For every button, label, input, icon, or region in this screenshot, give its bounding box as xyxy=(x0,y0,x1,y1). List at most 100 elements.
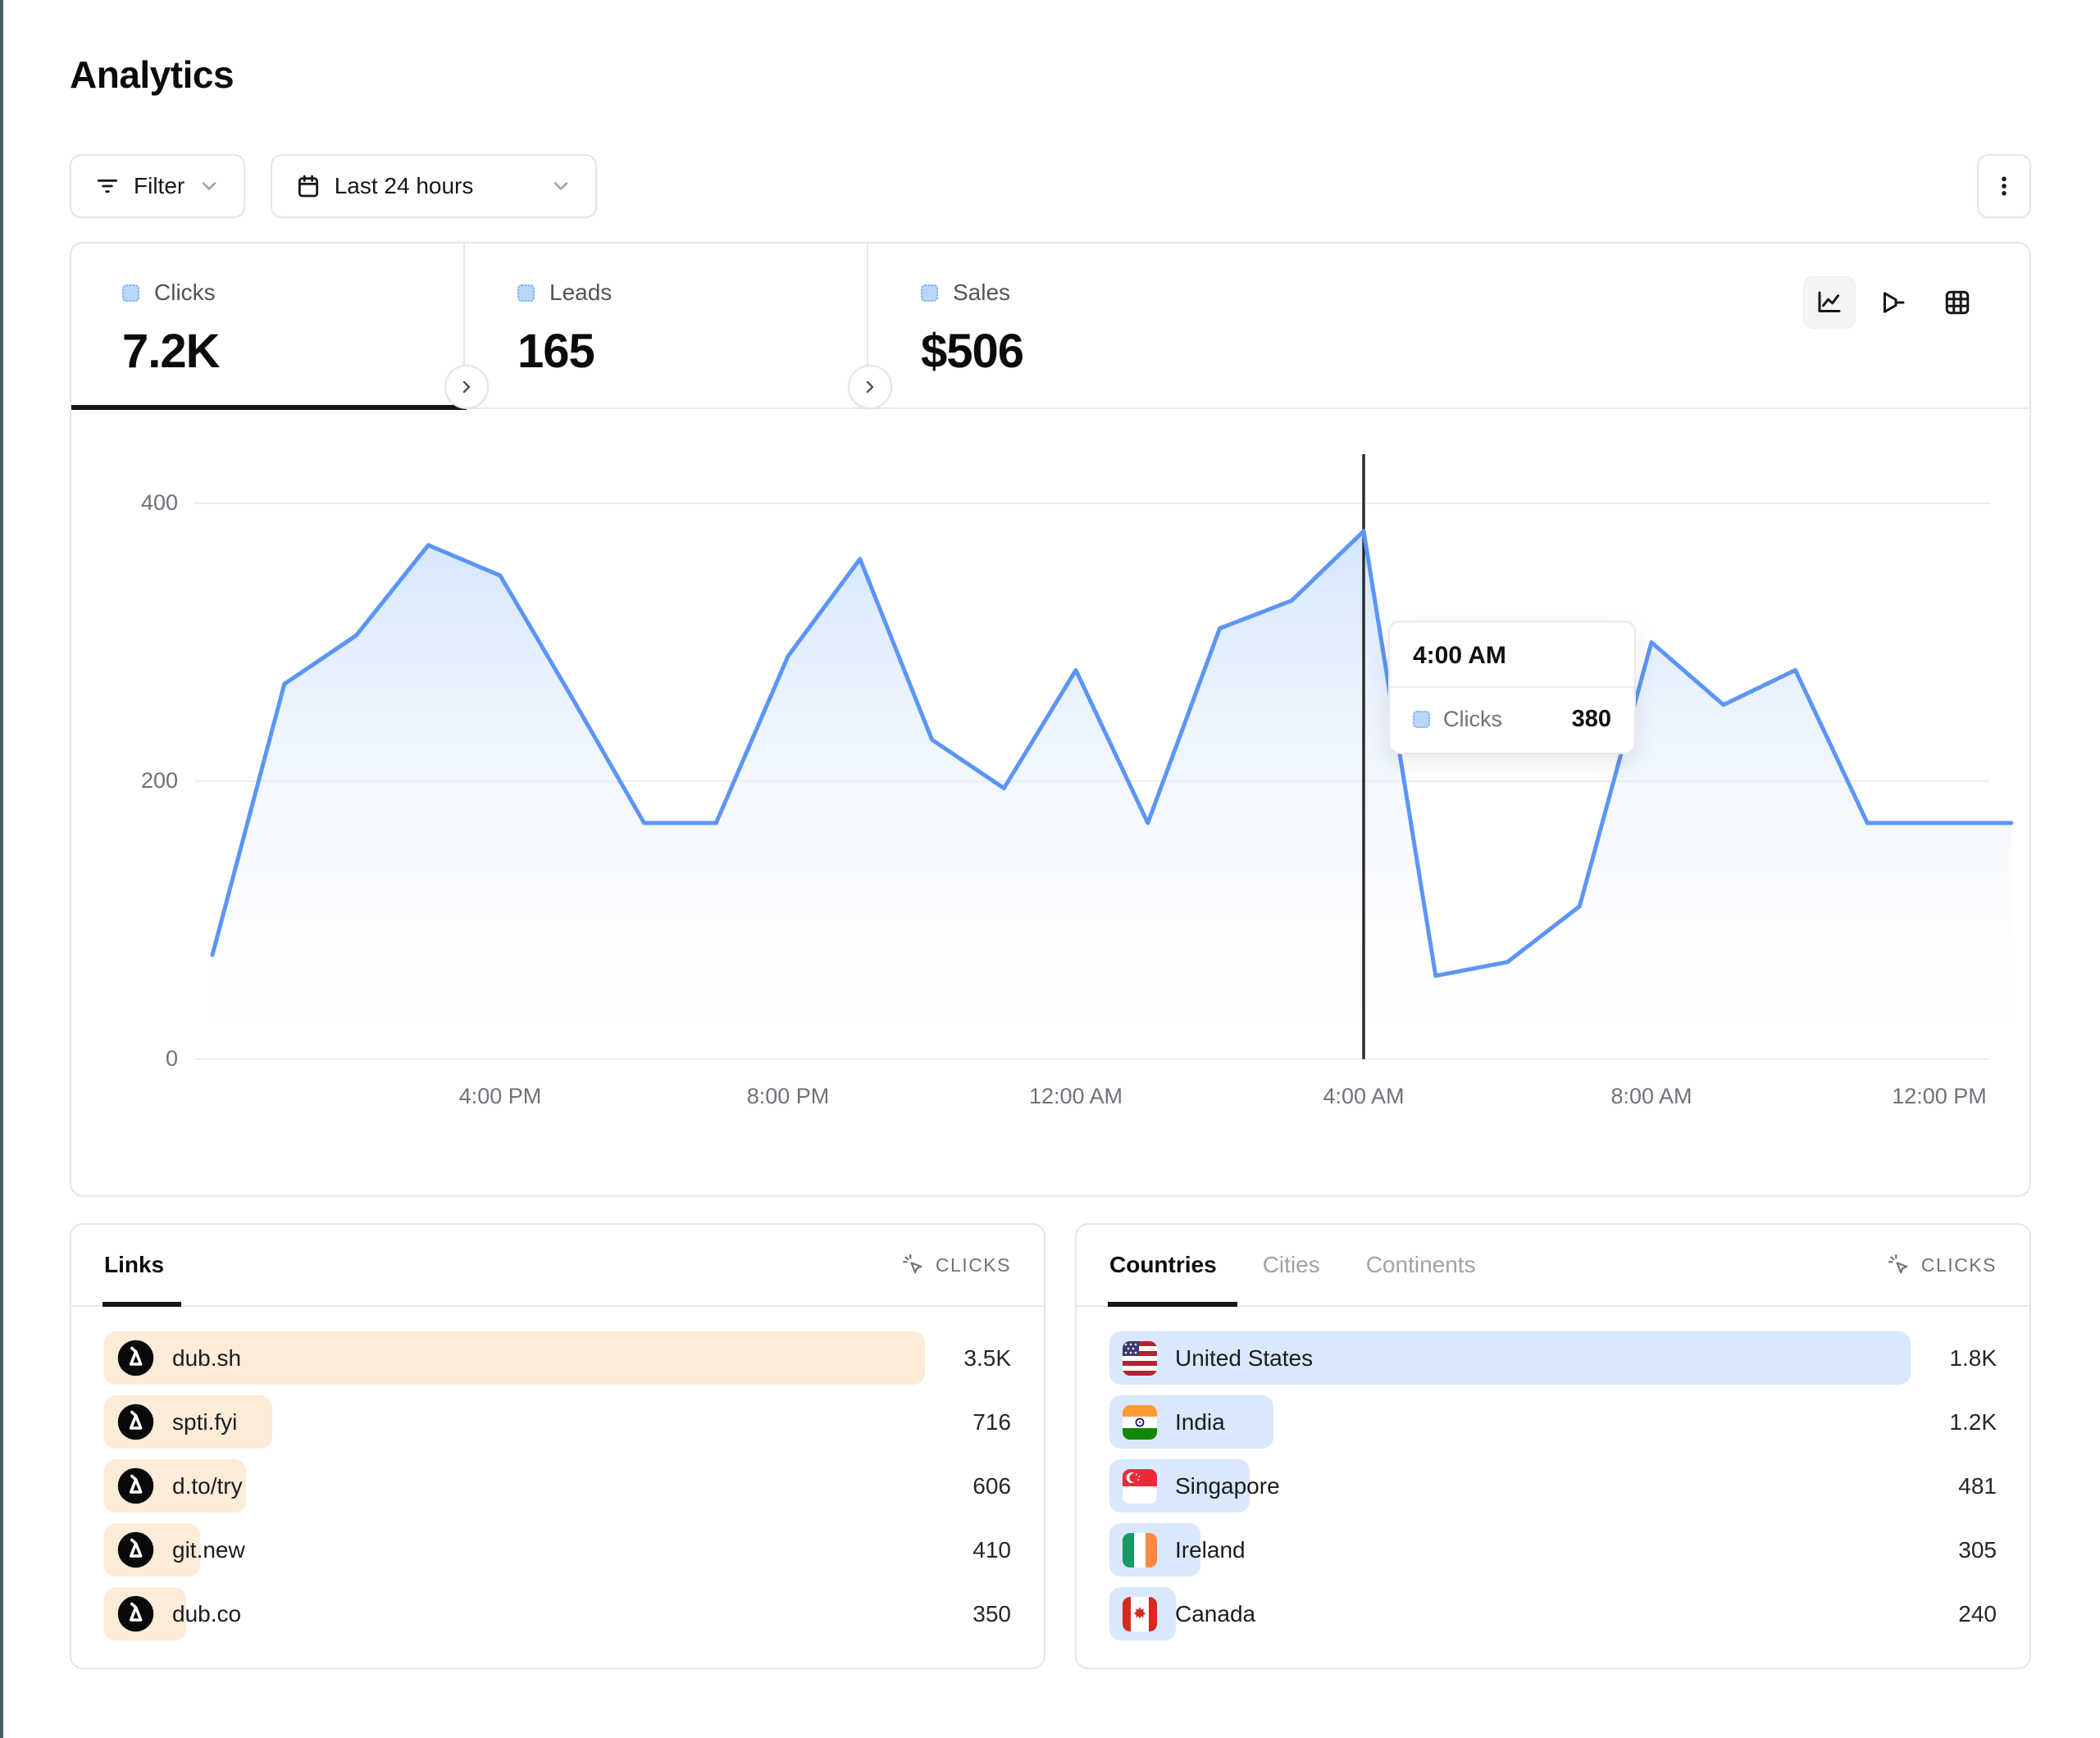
x-axis-tick-label: 12:00 PM xyxy=(1892,1084,1987,1108)
list-item[interactable]: spti.fyi 716 xyxy=(104,1395,1011,1449)
list-item[interactable]: Ireland 305 xyxy=(1109,1523,1997,1576)
chevron-right-icon xyxy=(462,380,471,394)
list-item[interactable]: git.new 410 xyxy=(104,1523,1011,1576)
link-avatar xyxy=(117,1340,154,1376)
tab-cities[interactable]: Cities xyxy=(1262,1252,1320,1277)
row-content: git.new xyxy=(117,1523,245,1576)
list-item[interactable]: d.to/try 606 xyxy=(104,1459,1011,1513)
funnel-chart-toggle-button[interactable] xyxy=(1867,276,1920,329)
row-content: Canada xyxy=(1123,1587,1255,1640)
filter-button[interactable]: Filter xyxy=(70,154,246,218)
value-bar xyxy=(104,1331,925,1385)
stat-label: Sales xyxy=(953,280,1011,305)
y-axis-tick-label: 0 xyxy=(165,1046,178,1071)
expand-leads-tab-button[interactable] xyxy=(848,365,892,409)
country-flag xyxy=(1123,1468,1157,1504)
row-label: spti.fyi xyxy=(172,1408,238,1435)
analytics-page: Analytics Filter Last 24 hours xyxy=(70,0,2031,1669)
funnel-icon xyxy=(1884,292,1905,313)
stat-tab-sales[interactable]: Sales $506 xyxy=(870,243,1280,409)
y-axis-tick-label: 400 xyxy=(140,490,178,515)
dub-logo-icon xyxy=(117,1404,154,1440)
line-chart-toggle-button[interactable] xyxy=(1803,276,1856,329)
tooltip-series-name: Clicks xyxy=(1443,707,1502,731)
row-label: git.new xyxy=(172,1536,245,1563)
active-tab-underline xyxy=(71,405,467,410)
sales-series-marker-icon xyxy=(921,284,938,302)
bar-track xyxy=(1109,1395,1911,1449)
list-item[interactable]: India 1.2K xyxy=(1109,1395,1997,1449)
list-item[interactable]: Canada 240 xyxy=(1109,1587,1997,1640)
list-item[interactable]: dub.co 350 xyxy=(104,1587,1011,1640)
tooltip-series-marker-icon xyxy=(1413,711,1430,728)
india-flag-icon xyxy=(1123,1404,1157,1440)
row-label: dub.co xyxy=(172,1600,242,1627)
row-value: 240 xyxy=(1958,1600,1997,1627)
value-bar xyxy=(1109,1331,1911,1385)
leads-series-marker-icon xyxy=(517,284,535,302)
chevron-down-icon xyxy=(198,175,221,198)
date-range-label: Last 24 hours xyxy=(334,173,474,198)
list-item[interactable]: dub.sh 3.5K xyxy=(104,1331,1011,1385)
more-options-button[interactable] xyxy=(1977,154,2031,218)
x-axis-tick-label: 8:00 AM xyxy=(1610,1084,1692,1108)
stat-tab-leads[interactable]: Leads 165 xyxy=(467,243,868,409)
row-content: Singapore xyxy=(1123,1459,1280,1513)
date-range-button[interactable]: Last 24 hours xyxy=(270,154,597,218)
chevron-right-icon xyxy=(866,380,874,394)
filter-button-label: Filter xyxy=(134,173,185,198)
stats-tabs-row: Clicks 7.2K Leads 165 Sales $506 xyxy=(71,243,2029,410)
cursor-click-icon xyxy=(902,1254,922,1274)
filter-lines-icon xyxy=(94,173,121,199)
grid-icon xyxy=(1945,290,1970,315)
chart-tooltip: 4:00 AM Clicks 380 xyxy=(1388,621,1636,754)
stat-tab-clicks[interactable]: Clicks 7.2K xyxy=(71,243,465,409)
us-flag-icon xyxy=(1123,1340,1157,1376)
area-chart-canvas xyxy=(194,454,2014,1060)
links-metric-label: CLICKS xyxy=(935,1253,1011,1276)
tab-continents[interactable]: Continents xyxy=(1365,1252,1476,1277)
line-chart-icon xyxy=(1818,291,1841,312)
country-flag xyxy=(1123,1596,1157,1631)
stat-label: Leads xyxy=(549,280,613,305)
row-label: d.to/try xyxy=(172,1472,243,1499)
links-metric-toggle[interactable]: CLICKS xyxy=(901,1253,1011,1277)
row-value: 716 xyxy=(973,1408,1011,1435)
row-value: 606 xyxy=(973,1472,1011,1499)
list-item[interactable]: Singapore 481 xyxy=(1109,1459,1997,1513)
tab-links[interactable]: Links xyxy=(104,1252,165,1277)
table-view-toggle-button[interactable] xyxy=(1931,276,1984,329)
link-avatar xyxy=(117,1531,154,1568)
link-avatar xyxy=(117,1467,154,1504)
expand-clicks-tab-button[interactable] xyxy=(444,365,489,409)
chevron-down-icon xyxy=(549,175,572,198)
bar-track xyxy=(1109,1331,1911,1385)
country-flag xyxy=(1123,1532,1157,1567)
row-value: 410 xyxy=(973,1536,1011,1563)
countries-list: United States 1.8K India 1.2K Singapore 481… xyxy=(1109,1331,1997,1651)
x-axis-tick-label: 8:00 PM xyxy=(746,1084,830,1108)
row-value: 1.8K xyxy=(1949,1344,1997,1371)
row-content: dub.co xyxy=(117,1587,241,1640)
row-label: Singapore xyxy=(1175,1472,1280,1499)
row-content: Ireland xyxy=(1123,1523,1246,1576)
cursor-click-icon xyxy=(1888,1254,1908,1274)
tab-countries[interactable]: Countries xyxy=(1109,1252,1217,1277)
x-axis-tick-label: 12:00 AM xyxy=(1028,1084,1123,1108)
dub-logo-icon xyxy=(117,1595,154,1632)
countries-panel: Countries Cities Continents CLICKS Unite… xyxy=(1075,1223,2031,1669)
ireland-flag-icon xyxy=(1123,1532,1157,1567)
singapore-flag-icon xyxy=(1123,1468,1157,1504)
list-item[interactable]: United States 1.8K xyxy=(1109,1331,1997,1385)
countries-active-tab-underline xyxy=(1108,1302,1237,1307)
row-label: dub.sh xyxy=(172,1344,242,1371)
row-value: 3.5K xyxy=(963,1344,1011,1371)
country-flag xyxy=(1123,1340,1157,1376)
link-avatar xyxy=(117,1404,154,1440)
row-content: India xyxy=(1123,1395,1225,1449)
countries-metric-toggle[interactable]: CLICKS xyxy=(1887,1253,1997,1277)
calendar-icon xyxy=(295,173,321,199)
x-axis-tick-label: 4:00 AM xyxy=(1323,1084,1405,1108)
row-label: Canada xyxy=(1175,1600,1256,1627)
clicks-time-series-chart: 0 200 400 4:00 PM 8:00 PM 12:00 AM 4:00 AM 8:0… xyxy=(71,409,2029,1195)
